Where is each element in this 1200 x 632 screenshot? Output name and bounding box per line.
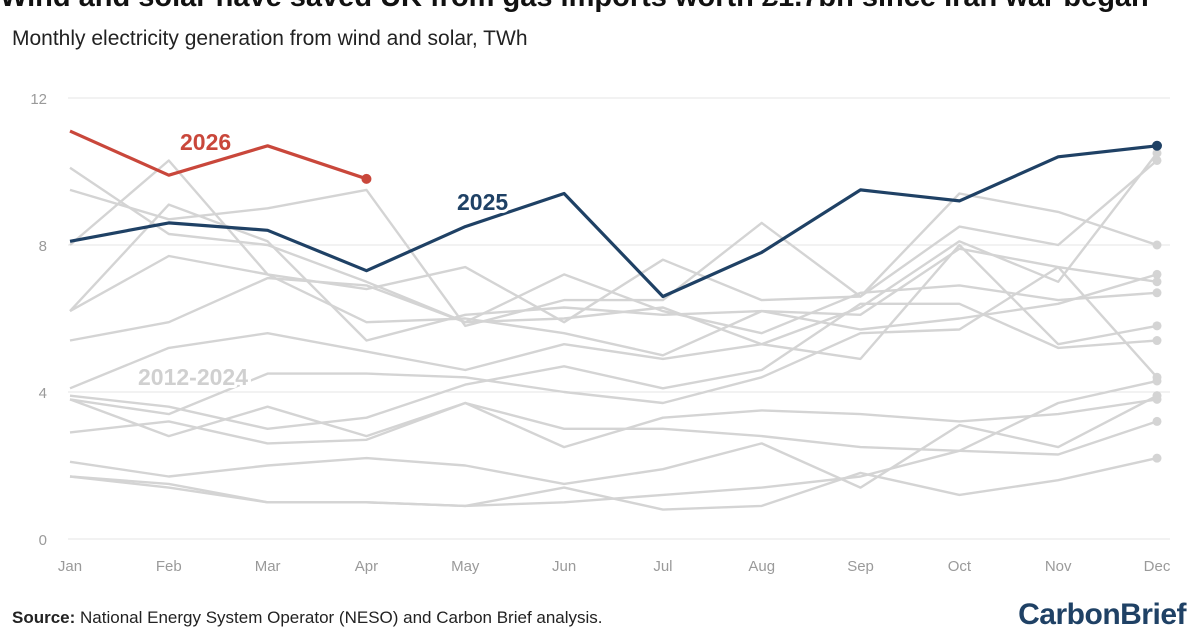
y-tick-label: 8: [39, 238, 47, 255]
series-line-background: [69, 398, 1158, 449]
series-line-background: [69, 247, 1158, 357]
series-end-point-background: [1152, 321, 1162, 331]
series-line-background: [69, 265, 1158, 416]
gridlines: [68, 97, 1170, 540]
series-end-point-background: [1152, 277, 1162, 287]
series-label-2025: 2025: [457, 189, 508, 215]
chart-title: Wind and solar have saved UK from gas im…: [0, 0, 1149, 14]
brand-logo: CarbonBrief: [1018, 598, 1186, 631]
series-end-point-background: [1152, 240, 1162, 250]
chart-subtitle: Monthly electricity generation from wind…: [12, 27, 528, 50]
x-tick-label: Jan: [58, 558, 82, 575]
x-tick-label: May: [451, 558, 480, 575]
series-end-point-background: [1152, 336, 1162, 346]
series-end-point-background: [1152, 416, 1162, 426]
series-end-point-background: [1152, 391, 1162, 401]
series-line-background: [69, 203, 1158, 342]
highlighted-series: [69, 129, 1162, 299]
y-tick-label: 12: [30, 91, 47, 108]
x-tick-label: Jun: [552, 558, 576, 575]
series-end-point-2026: [361, 173, 372, 184]
series-line-background: [69, 379, 1158, 508]
series-line-background: [69, 456, 1158, 511]
series-line-2026: [69, 129, 368, 181]
series-end-point-background: [1152, 376, 1162, 386]
series-line-2025: [69, 144, 1158, 299]
series-line-background: [69, 273, 1158, 342]
x-tick-label: Aug: [748, 558, 775, 575]
series-end-point-background: [1152, 155, 1162, 165]
x-tick-label: Oct: [948, 558, 972, 575]
series-end-point-background: [1152, 148, 1162, 158]
series-line-background: [69, 159, 1158, 324]
axis-ticks: 0 4 8 12 Jan Feb Mar Apr May Jun Jul Aug Sep Oct Nov De…: [30, 91, 1171, 575]
source-label: Source:: [12, 608, 76, 627]
series-end-point-background: [1152, 453, 1162, 463]
y-tick-label: 0: [39, 532, 47, 549]
y-tick-label: 4: [39, 385, 47, 402]
series-label-2026: 2026: [180, 129, 231, 155]
series-label-2012-2024: 2012-2024: [138, 364, 248, 390]
series-line-background: [69, 394, 1158, 489]
series-line-background: [69, 302, 1158, 430]
series-end-point-background: [1152, 269, 1162, 279]
series-end-point-2025: [1152, 140, 1162, 151]
source-text: National Energy System Operator (NESO) a…: [80, 608, 603, 627]
x-tick-label: Sep: [847, 558, 874, 575]
x-tick-label: Mar: [255, 558, 281, 575]
x-tick-label: Apr: [355, 558, 378, 575]
series-line-background: [69, 152, 1158, 346]
x-tick-label: Nov: [1045, 558, 1072, 575]
series-line-background: [69, 243, 1158, 390]
series-line-background: [69, 398, 1158, 456]
series-line-background: [69, 188, 1158, 328]
series-end-point-background: [1152, 288, 1162, 298]
x-tick-label: Feb: [156, 558, 182, 575]
background-series-2012-2024: [69, 148, 1162, 511]
x-tick-label: Jul: [653, 558, 672, 575]
source-note: Source: National Energy System Operator …: [12, 608, 603, 628]
x-tick-label: Dec: [1144, 558, 1171, 575]
annotations: 2026 2025 2012-2024: [135, 129, 511, 393]
